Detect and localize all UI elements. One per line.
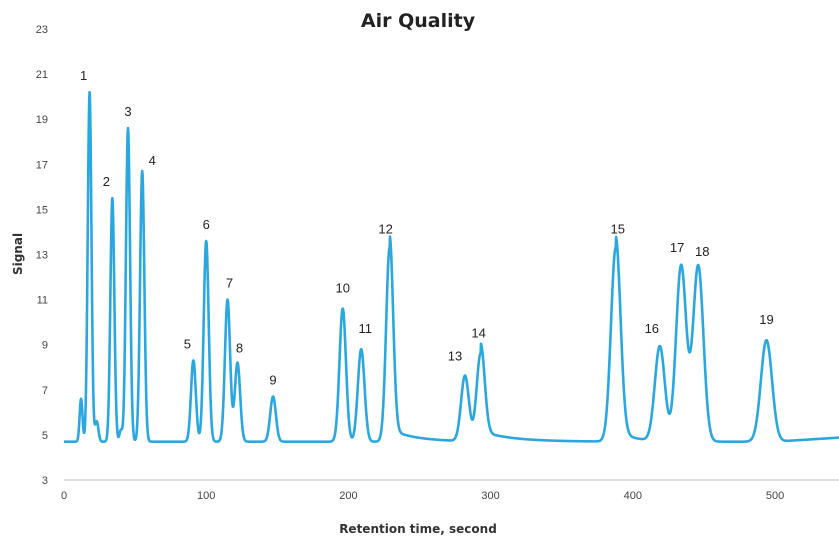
x-tick-label: 400 <box>624 490 642 502</box>
peak-label-15: 15 <box>611 222 625 237</box>
peak-label-5: 5 <box>184 336 191 351</box>
y-tick-label: 17 <box>36 159 48 171</box>
peak-label-6: 6 <box>203 217 210 232</box>
peak-label-16: 16 <box>645 321 659 336</box>
x-tick-label: 100 <box>197 490 215 502</box>
peak-label-4: 4 <box>149 153 156 168</box>
peak-label-13: 13 <box>448 348 462 363</box>
y-tick-label: 5 <box>42 430 48 442</box>
y-tick-label: 3 <box>42 475 48 487</box>
y-tick-label: 7 <box>42 385 48 397</box>
y-tick-label: 13 <box>36 250 48 262</box>
chart-title: Air Quality <box>361 10 476 32</box>
peak-label-10: 10 <box>335 281 349 296</box>
x-tick-label: 300 <box>481 490 499 502</box>
peak-label-8: 8 <box>236 341 243 356</box>
y-axis-label: Signal <box>11 233 25 275</box>
y-axis-ticks: 3 5 7 9 11 13 15 17 19 21 23 <box>36 24 48 487</box>
peak-label-11: 11 <box>358 321 372 336</box>
y-tick-label: 23 <box>36 24 48 36</box>
signal-line <box>63 90 839 443</box>
y-tick-label: 19 <box>36 114 48 126</box>
x-tick-label: 500 <box>766 490 784 502</box>
y-tick-label: 15 <box>36 204 48 216</box>
peak-label-17: 17 <box>670 240 684 255</box>
peak-label-7: 7 <box>226 276 233 291</box>
x-tick-label: 200 <box>339 490 357 502</box>
y-tick-label: 21 <box>36 69 48 81</box>
peak-label-19: 19 <box>759 312 773 327</box>
peak-label-2: 2 <box>103 174 110 189</box>
peak-label-18: 18 <box>695 244 709 259</box>
peak-label-14: 14 <box>471 326 485 341</box>
x-tick-label: 0 <box>61 490 67 502</box>
peak-label-12: 12 <box>378 222 392 237</box>
y-tick-label: 9 <box>42 340 48 352</box>
peak-label-3: 3 <box>124 104 131 119</box>
peak-label-1: 1 <box>80 68 87 83</box>
x-axis-label: Retention time, second <box>339 522 497 536</box>
x-axis-ticks: 0 100 200 300 400 500 <box>61 490 784 502</box>
y-tick-label: 11 <box>37 295 48 307</box>
peak-label-9: 9 <box>269 373 276 388</box>
